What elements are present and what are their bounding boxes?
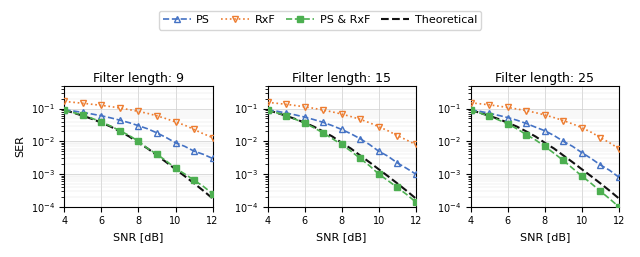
Title: Filter length: 9: Filter length: 9: [93, 71, 184, 85]
X-axis label: SNR [dB]: SNR [dB]: [520, 232, 570, 242]
Title: Filter length: 15: Filter length: 15: [292, 71, 391, 85]
Y-axis label: SER: SER: [15, 135, 25, 157]
X-axis label: SNR [dB]: SNR [dB]: [316, 232, 367, 242]
Title: Filter length: 25: Filter length: 25: [495, 71, 595, 85]
Legend: PS, RxF, PS & RxF, Theoretical: PS, RxF, PS & RxF, Theoretical: [159, 11, 481, 30]
X-axis label: SNR [dB]: SNR [dB]: [113, 232, 164, 242]
